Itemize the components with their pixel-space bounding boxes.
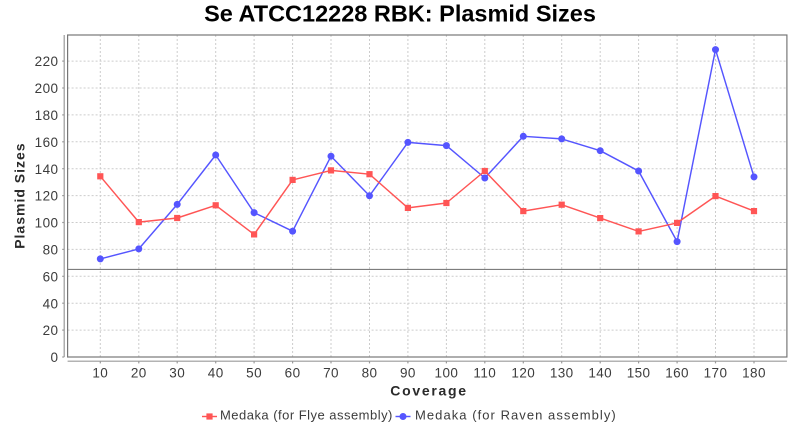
svg-text:160: 160 [665, 366, 689, 381]
svg-text:100: 100 [35, 216, 59, 231]
svg-text:150: 150 [627, 366, 651, 381]
svg-text:120: 120 [511, 366, 535, 381]
svg-text:100: 100 [435, 366, 459, 381]
svg-text:50: 50 [246, 366, 262, 381]
svg-text:20: 20 [131, 366, 147, 381]
svg-text:Plasmid Sizes: Plasmid Sizes [11, 142, 27, 248]
svg-text:80: 80 [362, 366, 378, 381]
svg-text:40: 40 [43, 296, 59, 311]
svg-text:0: 0 [50, 350, 58, 365]
svg-text:140: 140 [588, 366, 612, 381]
svg-text:Coverage: Coverage [390, 383, 467, 399]
svg-text:170: 170 [704, 366, 728, 381]
svg-text:70: 70 [323, 366, 339, 381]
svg-text:Se ATCC12228 RBK: Plasmid Size: Se ATCC12228 RBK: Plasmid Sizes [204, 1, 596, 27]
svg-text:120: 120 [35, 189, 59, 204]
svg-text:40: 40 [208, 366, 224, 381]
svg-text:90: 90 [400, 366, 416, 381]
svg-text:Medaka (for Raven assembly): Medaka (for Raven assembly) [415, 408, 617, 423]
svg-text:160: 160 [35, 135, 59, 150]
svg-text:60: 60 [43, 269, 59, 284]
svg-text:20: 20 [43, 323, 59, 338]
svg-text:60: 60 [285, 366, 301, 381]
svg-text:Medaka (for Flye assembly): Medaka (for Flye assembly) [220, 408, 393, 423]
svg-text:180: 180 [742, 366, 766, 381]
svg-text:110: 110 [473, 366, 496, 381]
svg-text:200: 200 [35, 81, 59, 96]
svg-text:10: 10 [92, 366, 108, 381]
svg-text:30: 30 [169, 366, 185, 381]
svg-text:130: 130 [550, 366, 574, 381]
svg-text:80: 80 [43, 243, 59, 258]
svg-text:140: 140 [35, 162, 59, 177]
svg-text:180: 180 [35, 108, 59, 123]
svg-text:220: 220 [35, 54, 59, 69]
